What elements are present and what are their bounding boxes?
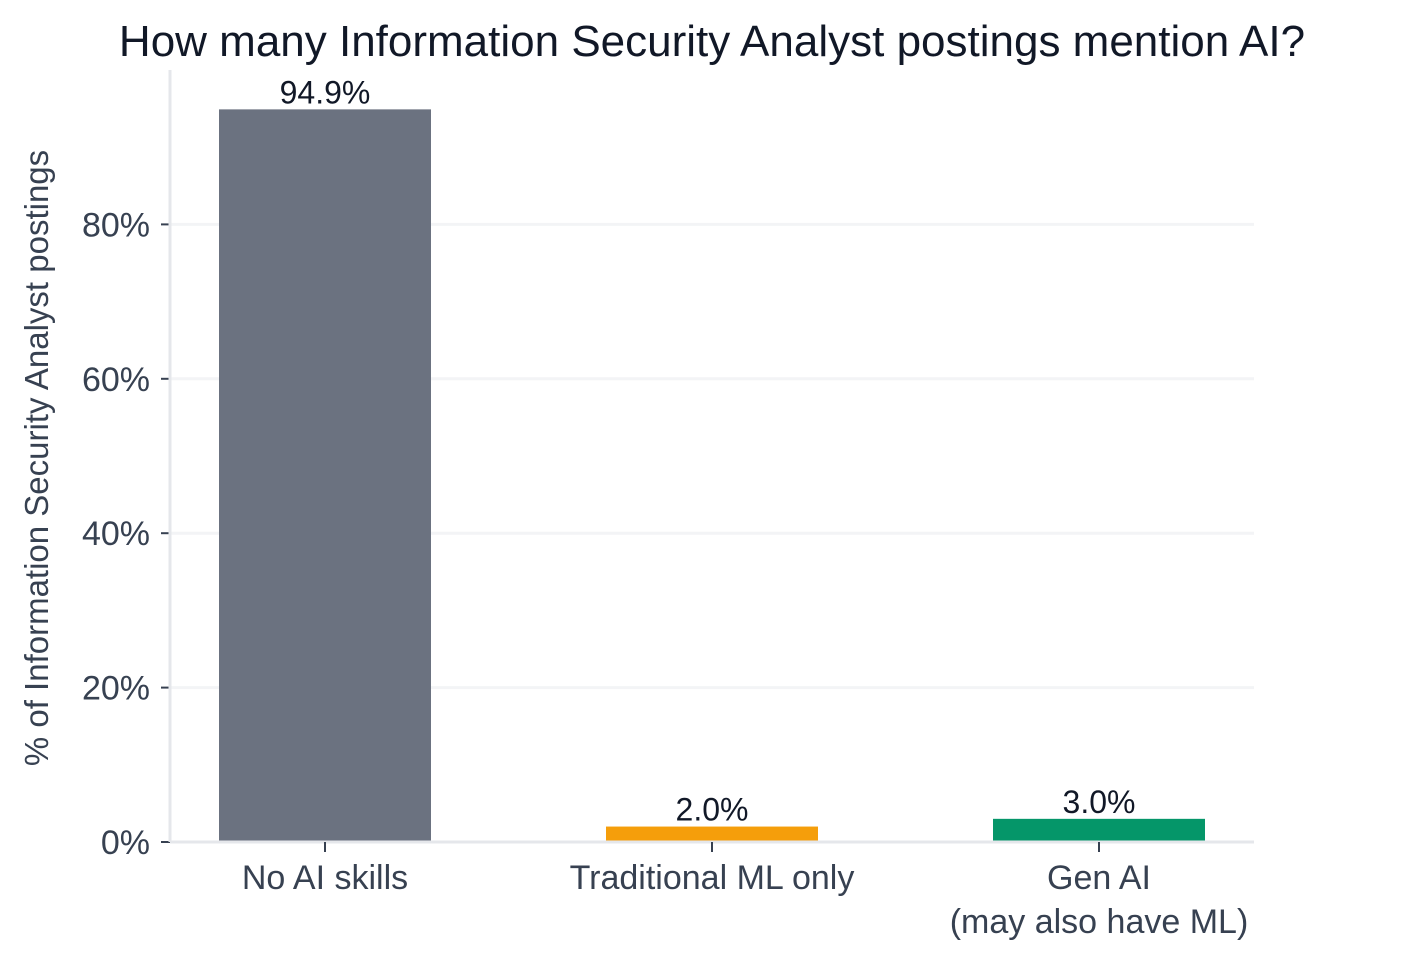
y-tick-label: 80% (82, 206, 150, 244)
bar (219, 109, 431, 842)
axes (161, 70, 1254, 852)
y-tick-label: 60% (82, 361, 150, 399)
x-tick-label: Traditional ML only (570, 859, 855, 897)
y-axis-label: % of Information Security Analyst postin… (18, 150, 55, 766)
bar (606, 826, 818, 842)
bar-value-label: 94.9% (280, 74, 371, 110)
y-tick-label: 40% (82, 515, 150, 553)
y-tick-label: 0% (101, 824, 150, 862)
y-tick-label: 20% (82, 670, 150, 708)
bar (993, 818, 1205, 842)
bar-value-label: 2.0% (676, 792, 749, 828)
labels: 0% 20% 40% 60% 80% 94.9% No AI skills 2.0% Tradi… (82, 74, 1248, 941)
bars (219, 109, 1205, 842)
x-tick-label: No AI skills (242, 859, 408, 897)
x-tick-label: (may also have ML) (950, 903, 1249, 941)
chart-title: How many Information Security Analyst po… (119, 17, 1305, 66)
bar-value-label: 3.0% (1063, 784, 1136, 820)
x-tick-label: Gen AI (1047, 859, 1151, 897)
